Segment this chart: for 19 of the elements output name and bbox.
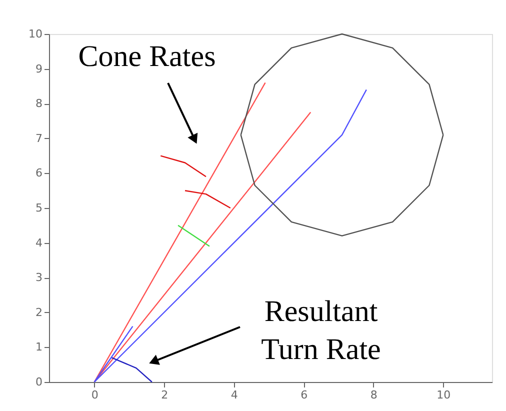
x-tick-label: 6 <box>300 388 308 402</box>
x-tick-label: 8 <box>370 388 378 402</box>
y-tick-label: 3 <box>36 271 42 284</box>
y-tick-label: 0 <box>36 376 42 388</box>
y-tick-label: 10 <box>28 28 42 40</box>
y-tick-label: 5 <box>36 202 42 214</box>
annotation: Cone Rates <box>78 40 216 73</box>
y-tick-label: 6 <box>36 166 42 180</box>
y-tick-label: 9 <box>36 62 42 76</box>
y-tick-label: 7 <box>36 132 42 145</box>
annotation: Resultant Turn Rate <box>261 295 381 366</box>
x-tick-label: 0 <box>91 388 98 402</box>
y-tick-label: 4 <box>36 236 42 250</box>
x-tick-label: 4 <box>230 388 238 402</box>
x-tick-label: 2 <box>161 388 168 402</box>
x-tick-label: 10 <box>436 388 451 402</box>
y-tick-label: 8 <box>36 97 42 110</box>
y-tick-label: 2 <box>36 306 42 319</box>
y-tick-label: 1 <box>36 340 42 354</box>
